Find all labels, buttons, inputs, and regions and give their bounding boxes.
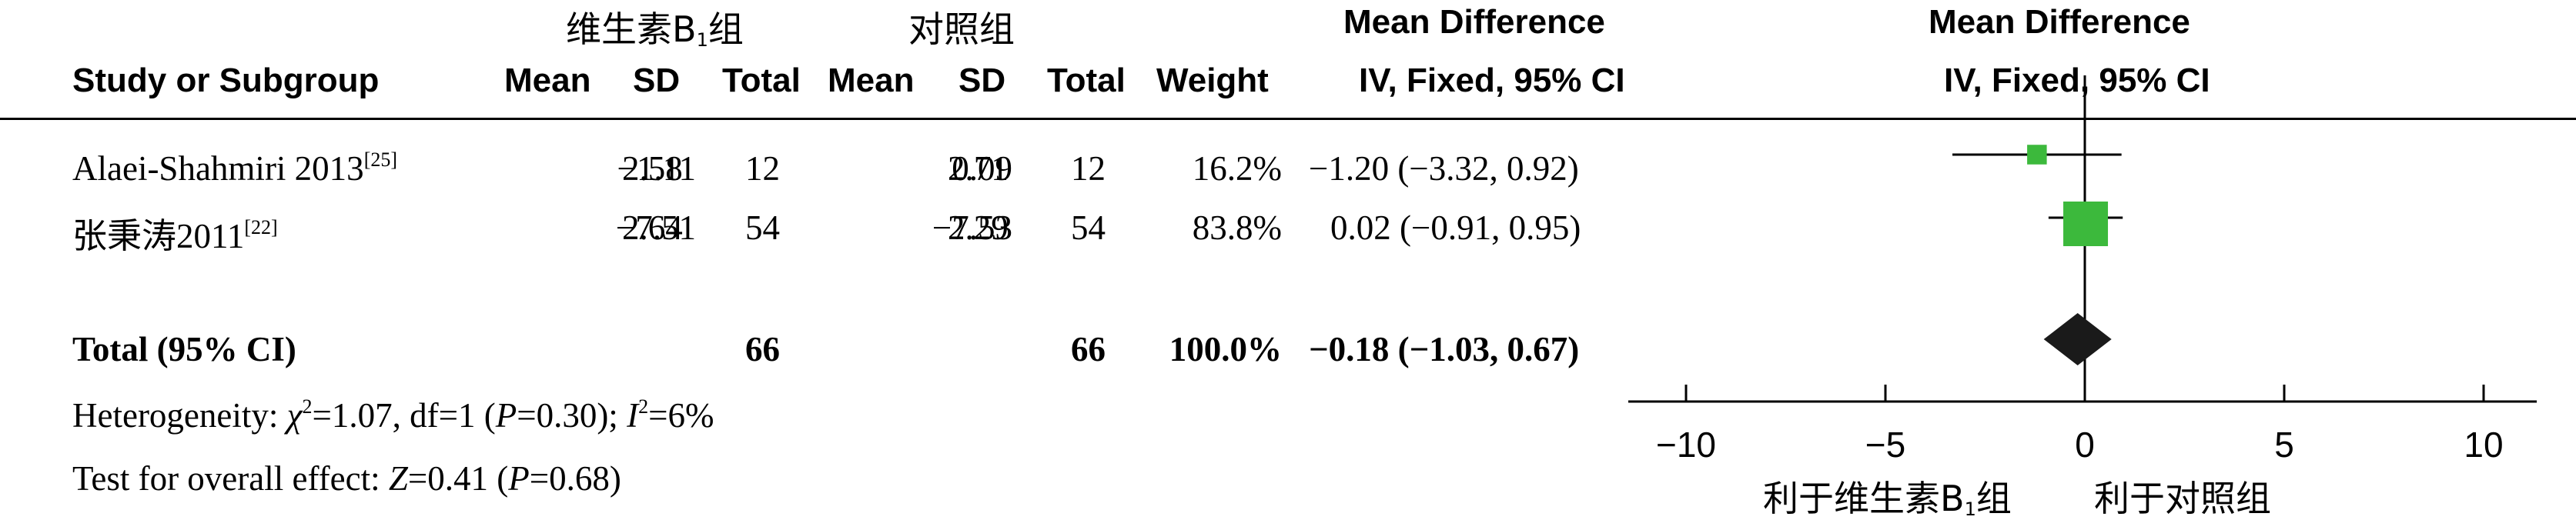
- study-sd2: 2.71: [948, 149, 1009, 188]
- plot-method: IV, Fixed, 95% CI: [1944, 62, 2210, 99]
- overall-effect-text: Test for overall effect: Z=0.41 (P=0.68): [72, 459, 621, 498]
- x-axis-tick-label: −10: [1656, 425, 1716, 465]
- total-total1: 66: [745, 330, 780, 368]
- study-mean2: −7.53: [932, 208, 1012, 247]
- study-sd1: 2.64: [622, 208, 683, 247]
- total-total2: 66: [1071, 330, 1106, 368]
- total-weight: 100.0%: [1169, 330, 1282, 368]
- study-total1: 12: [745, 149, 780, 188]
- study-mean1: −7.51: [615, 208, 696, 247]
- control-group-header: 对照组: [908, 8, 1015, 50]
- study-column-header: Study or Subgroup: [72, 62, 380, 99]
- mean1-column-header: Mean: [504, 62, 591, 99]
- mean2-column-header: Mean: [828, 62, 915, 99]
- heterogeneity-text: Heterogeneity: χ2=1.07, df=1 (P=0.30); I…: [72, 395, 714, 435]
- pooled-diamond: [2043, 313, 2112, 365]
- favours-control-label: 利于对照组: [2094, 478, 2271, 519]
- study-sd1: 2.58: [622, 149, 683, 188]
- study-mean1: −1.11: [617, 149, 696, 188]
- header-rule: [0, 118, 2576, 120]
- total-ci: −0.18 (−1.03, 0.67): [1309, 330, 1580, 368]
- sd1-column-header: SD: [633, 62, 681, 99]
- study-name: 张秉涛2011[22]: [72, 216, 278, 255]
- study-weight: 16.2%: [1192, 149, 1282, 188]
- study-total2: 54: [1071, 208, 1106, 247]
- x-axis-tick-label: 0: [2075, 425, 2095, 465]
- study-name: Alaei-Shahmiri 2013[25]: [72, 148, 398, 188]
- study-ci: 0.02 (−0.91, 0.95): [1330, 208, 1581, 247]
- study-sd2: 2.29: [948, 208, 1009, 247]
- total2-column-header: Total: [1047, 62, 1126, 99]
- x-axis-tick-label: 5: [2274, 425, 2294, 465]
- favours-experimental-label: 利于维生素B1组: [1763, 478, 2012, 520]
- study-weight: 83.8%: [1192, 208, 1282, 247]
- study-square: [2027, 145, 2047, 165]
- study-square: [2063, 202, 2109, 246]
- total-label: Total (95% CI): [72, 330, 296, 368]
- study-total1: 54: [745, 208, 780, 247]
- x-axis-tick-label: −5: [1865, 425, 1905, 465]
- plot-title: Mean Difference: [1929, 3, 2190, 41]
- study-ci: −1.20 (−3.32, 0.92): [1309, 149, 1579, 188]
- study-total2: 12: [1071, 149, 1106, 188]
- sd2-column-header: SD: [958, 62, 1006, 99]
- total1-column-header: Total: [722, 62, 801, 99]
- x-axis-tick-label: 10: [2464, 425, 2503, 465]
- md-column-title: Mean Difference: [1343, 3, 1605, 41]
- study-mean2: 0.09: [952, 149, 1012, 188]
- experimental-group-header: 维生素B1组: [566, 8, 744, 51]
- weight-column-header: Weight: [1156, 62, 1269, 99]
- md-column-method: IV, Fixed, 95% CI: [1359, 62, 1625, 99]
